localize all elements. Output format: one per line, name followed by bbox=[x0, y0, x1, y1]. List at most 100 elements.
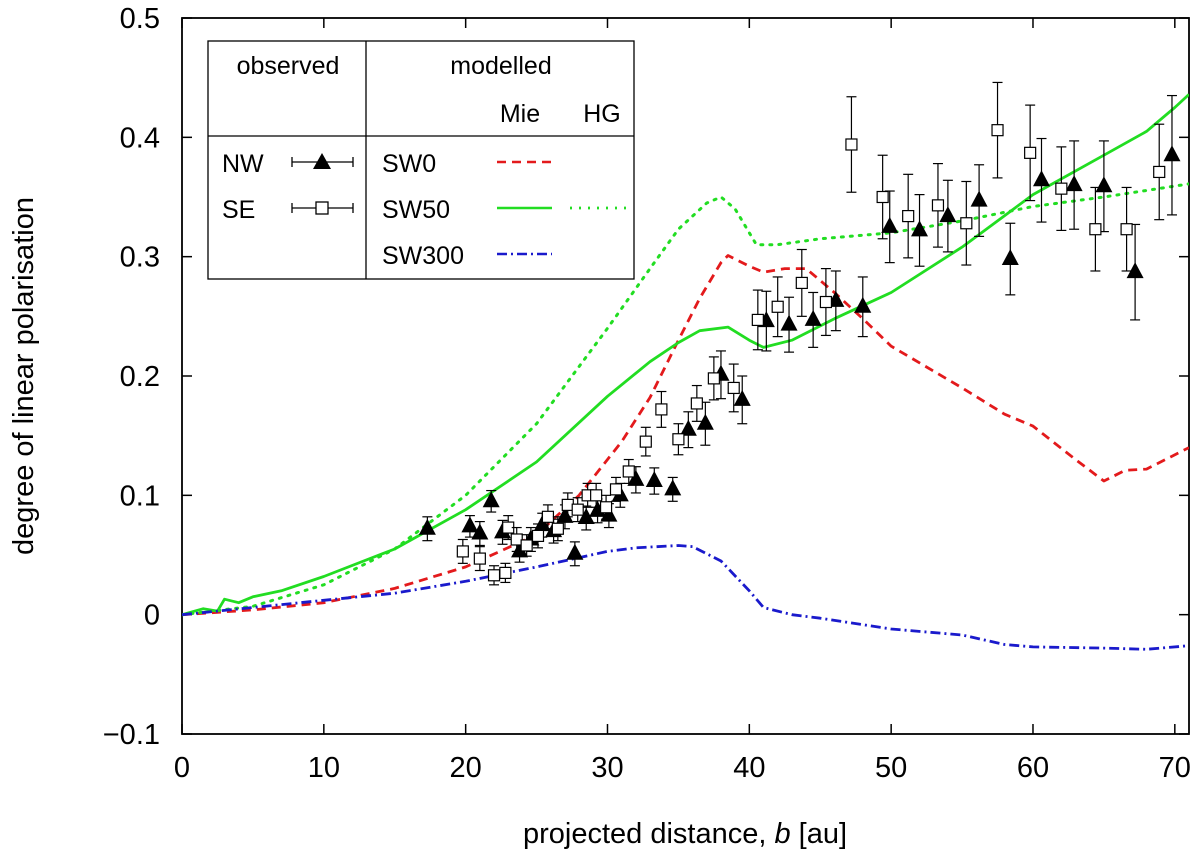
nw-marker-triangle bbox=[577, 508, 595, 525]
se-marker-square bbox=[795, 276, 808, 290]
nw-marker-triangle bbox=[780, 314, 798, 331]
nw-point bbox=[664, 476, 682, 502]
se-point bbox=[751, 289, 764, 351]
legend-header-observed: observed bbox=[237, 52, 340, 80]
se-point bbox=[876, 154, 889, 240]
se-marker-square bbox=[487, 569, 501, 582]
se-point bbox=[960, 180, 973, 266]
se-marker-square bbox=[456, 545, 469, 558]
nw-point bbox=[854, 276, 872, 338]
se-marker-square bbox=[902, 209, 915, 223]
nw-point bbox=[780, 296, 798, 353]
se-point bbox=[707, 356, 720, 401]
nw-point bbox=[733, 375, 751, 425]
nw-marker-triangle bbox=[970, 190, 988, 207]
nw-point bbox=[804, 291, 822, 348]
y-tick-label: 0.3 bbox=[120, 242, 160, 274]
se-marker-square bbox=[845, 138, 858, 151]
legend-header-mie: Mie bbox=[500, 100, 540, 128]
legend-label-sw0: SW0 bbox=[382, 150, 436, 178]
x-tick-label: 60 bbox=[1017, 752, 1049, 784]
x-tick-label: 50 bbox=[875, 752, 907, 784]
se-marker-square bbox=[1024, 146, 1037, 159]
se-marker-square bbox=[876, 190, 889, 204]
se-point bbox=[609, 476, 623, 502]
se-point bbox=[1120, 186, 1133, 272]
x-axis-label: projected distance, b [au] bbox=[523, 818, 847, 850]
se-marker-square bbox=[707, 372, 720, 385]
nw-point bbox=[418, 516, 436, 542]
se-marker-square bbox=[960, 217, 973, 230]
y-tick-label: 0 bbox=[144, 600, 160, 632]
axis-tick-labels: 0 10 20 30 40 50 60 70 −0.1 0 0.1 0.2 0.3 0.4 0.5 bbox=[103, 3, 1191, 784]
series-line-sw0-mie bbox=[182, 254, 1189, 617]
nw-point bbox=[566, 541, 584, 567]
y-tick-label: 0.5 bbox=[120, 3, 160, 35]
se-marker-square bbox=[727, 381, 740, 395]
nw-marker-triangle bbox=[1001, 249, 1019, 266]
x-tick-label: 70 bbox=[1159, 752, 1191, 784]
nw-marker-triangle bbox=[418, 518, 436, 535]
nw-point bbox=[1001, 222, 1019, 296]
se-marker-square bbox=[599, 501, 613, 514]
nw-marker-triangle bbox=[566, 543, 584, 560]
se-marker-square bbox=[531, 529, 545, 543]
nw-marker-triangle bbox=[696, 413, 714, 430]
se-marker-square bbox=[571, 503, 584, 516]
nw-point bbox=[577, 505, 595, 531]
legend-marker-nw bbox=[291, 153, 354, 169]
nw-marker-triangle bbox=[939, 206, 957, 223]
se-point bbox=[819, 268, 833, 337]
se-point bbox=[1055, 146, 1068, 232]
nw-point bbox=[1163, 94, 1181, 216]
legend-marker-se bbox=[291, 201, 354, 215]
se-point bbox=[845, 96, 858, 193]
nw-marker-triangle bbox=[679, 419, 697, 436]
se-marker-square bbox=[690, 397, 703, 410]
se-marker-square bbox=[551, 522, 564, 535]
series-line-sw300-mie bbox=[182, 544, 1189, 651]
se-point bbox=[690, 384, 703, 422]
legend-header-hg: HG bbox=[583, 100, 621, 128]
se-point bbox=[456, 538, 469, 564]
x-tick-label: 20 bbox=[450, 752, 482, 784]
se-marker-square bbox=[771, 300, 784, 313]
se-point bbox=[531, 523, 545, 549]
nw-marker-triangle bbox=[600, 505, 618, 522]
nw-point bbox=[627, 466, 645, 494]
se-marker-square bbox=[473, 552, 486, 565]
legend-label-se: SE bbox=[222, 196, 255, 224]
se-marker-square bbox=[609, 483, 623, 496]
se-marker-square bbox=[931, 199, 945, 212]
y-tick-label: −0.1 bbox=[103, 719, 160, 751]
nw-point bbox=[645, 467, 663, 495]
se-marker-square bbox=[655, 403, 668, 416]
nw-marker-triangle bbox=[1163, 145, 1181, 162]
nw-marker-triangle bbox=[1126, 262, 1144, 279]
nw-point bbox=[1126, 223, 1144, 321]
se-marker-square bbox=[520, 539, 533, 552]
nw-point bbox=[1032, 137, 1050, 223]
se-point bbox=[499, 562, 512, 584]
nw-marker-triangle bbox=[627, 469, 645, 486]
series-layer bbox=[182, 81, 1189, 651]
nw-point bbox=[1095, 140, 1113, 233]
se-point bbox=[727, 363, 740, 413]
nw-point bbox=[679, 411, 697, 449]
nw-point bbox=[939, 179, 957, 253]
se-point bbox=[1089, 186, 1102, 272]
se-marker-square bbox=[672, 433, 685, 446]
y-tick-label: 0.1 bbox=[120, 480, 160, 512]
nw-point bbox=[970, 164, 988, 237]
se-marker-square bbox=[991, 124, 1004, 137]
nw-marker-triangle bbox=[471, 523, 489, 540]
se-marker-square bbox=[1089, 223, 1102, 236]
se-point bbox=[551, 516, 564, 542]
se-point bbox=[931, 162, 945, 248]
se-point bbox=[520, 534, 533, 557]
se-point bbox=[795, 248, 808, 317]
nw-marker-triangle bbox=[854, 296, 872, 313]
se-point bbox=[571, 497, 584, 523]
legend-label-sw300: SW300 bbox=[382, 242, 464, 270]
se-point bbox=[1153, 123, 1166, 221]
